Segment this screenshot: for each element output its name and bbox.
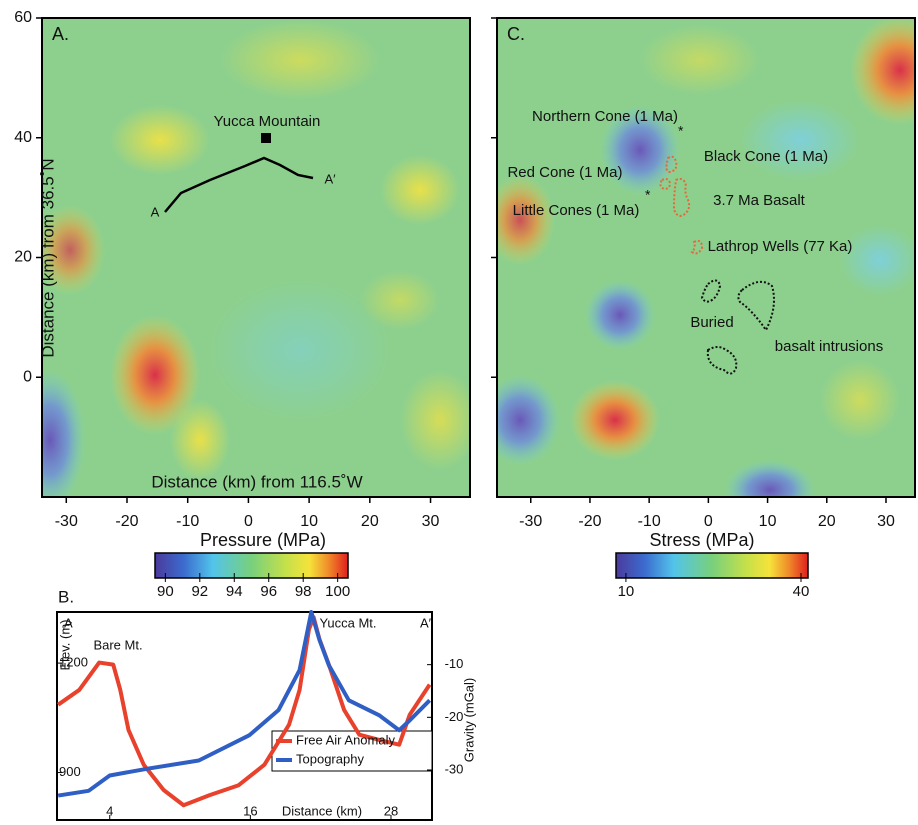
peak-label: Yucca Mt. <box>319 615 376 630</box>
profile-start: A <box>151 204 160 219</box>
x-tick-label: -20 <box>115 513 138 530</box>
colorbar-tick-label: 40 <box>793 583 810 600</box>
y-tick-label: 0 <box>23 368 32 385</box>
figure: A. C. Distance (km) from 116.5˚W Distanc… <box>0 0 918 825</box>
x-axis-label: Distance (km) from 116.5˚W <box>151 472 362 491</box>
annotation: 3.7 Ma Basalt <box>713 192 806 209</box>
x-tick-label: 28 <box>384 803 398 818</box>
colorbar-label: Pressure (MPa) <box>200 530 326 550</box>
map-a <box>15 18 480 510</box>
x-tick-label: 30 <box>422 513 440 530</box>
annotation: basalt intrusions <box>775 338 883 355</box>
annotation: Lathrop Wells (77 Ka) <box>708 238 853 255</box>
x-tick-label: -10 <box>638 513 661 530</box>
annotation: Buried <box>690 314 733 331</box>
x-tick-label: 10 <box>300 513 318 530</box>
colorbar-tick-label: 92 <box>191 583 208 600</box>
colorbar-tick-label: 98 <box>295 583 312 600</box>
y-tick-label: 20 <box>14 249 32 266</box>
profile-end: A′ <box>324 171 336 186</box>
y2-tick-label: -10 <box>445 656 464 671</box>
profile-end: A′ <box>420 615 432 630</box>
annotation: Northern Cone (1 Ma) <box>532 108 678 125</box>
colorbar-tick-label: 96 <box>260 583 277 600</box>
panel-label: C. <box>507 24 525 44</box>
y-tick-label: 900 <box>59 764 81 779</box>
x-tick-label: 10 <box>759 513 777 530</box>
x-tick-label: 0 <box>244 513 253 530</box>
x-tick-label: 4 <box>106 803 113 818</box>
x-tick-label: -10 <box>176 513 199 530</box>
x-tick-label: -30 <box>55 513 78 530</box>
colorbar-tick-label: 10 <box>618 583 635 600</box>
x-tick-label: 16 <box>243 803 257 818</box>
y2-tick-label: -20 <box>445 709 464 724</box>
x-tick-label: 30 <box>877 513 895 530</box>
colorbar-tick-label: 94 <box>226 583 243 600</box>
legend-label: Topography <box>296 751 364 766</box>
annotation: Little Cones (1 Ma) <box>513 202 640 219</box>
colorbar <box>616 553 808 578</box>
x-tick-label: -30 <box>519 513 542 530</box>
y2-axis-label: Gravity (mGal) <box>461 678 476 763</box>
panel-label: A. <box>52 24 69 44</box>
x-tick-label: 20 <box>361 513 379 530</box>
map-c <box>480 15 918 520</box>
colorbar-label: Stress (MPa) <box>649 530 754 550</box>
y2-tick-label: -30 <box>445 761 464 776</box>
colorbar-tick-label: 100 <box>325 583 350 600</box>
vent-marker: * <box>678 123 684 139</box>
legend-label: Free Air Anomaly <box>296 732 395 747</box>
panel-label: B. <box>58 587 74 606</box>
x-tick-label: -20 <box>578 513 601 530</box>
page: {"panel_a": {"label": "A.", "xlim": [-34… <box>0 0 918 825</box>
colorbar <box>155 553 348 578</box>
x-tick-label: 20 <box>818 513 836 530</box>
peak-label: Bare Mt. <box>93 637 142 652</box>
site-marker <box>261 133 271 143</box>
x-tick-label: 0 <box>704 513 713 530</box>
site-label: Yucca Mountain <box>214 113 321 130</box>
colorbar-tick-label: 90 <box>157 583 174 600</box>
annotation: Red Cone (1 Ma) <box>507 164 622 181</box>
x-axis-label: Distance (km) <box>282 803 362 818</box>
y-tick-label: 60 <box>14 9 32 26</box>
y-tick-label: 40 <box>14 129 32 146</box>
annotation: Black Cone (1 Ma) <box>704 148 828 165</box>
vent-marker: * <box>645 187 651 203</box>
y-tick-label: 1200 <box>59 655 88 670</box>
